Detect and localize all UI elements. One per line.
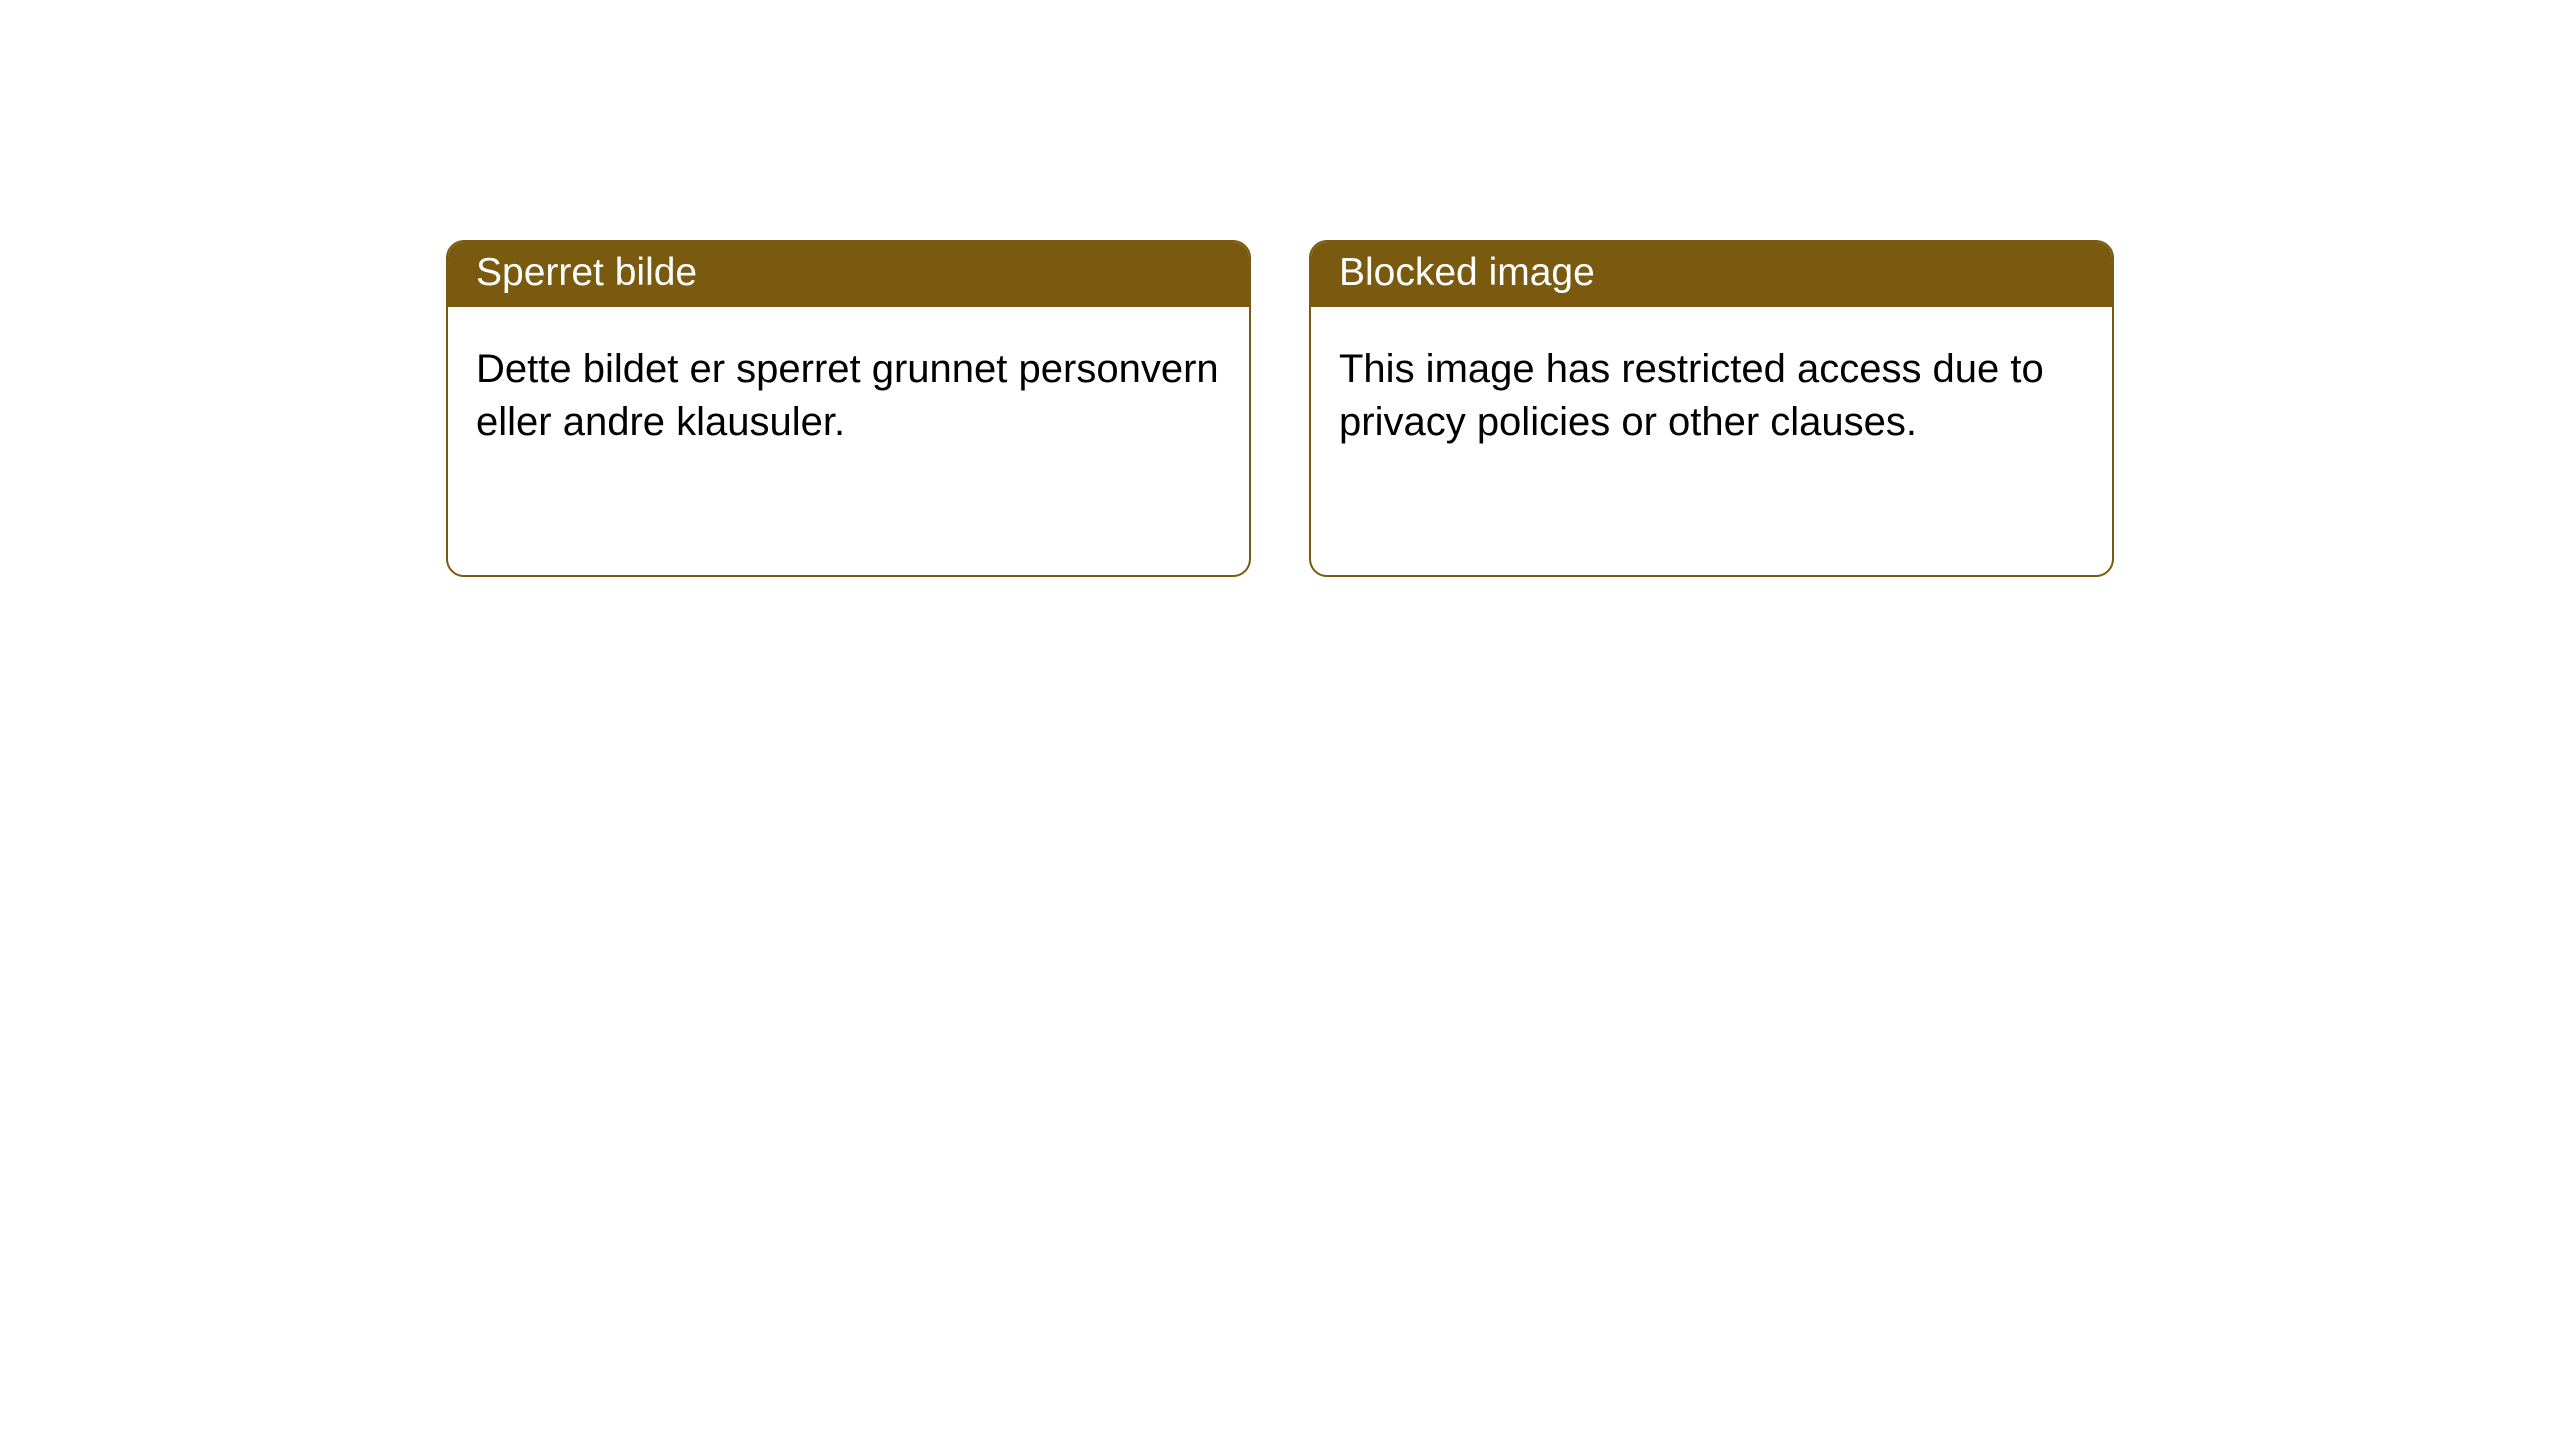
card-header-no: Sperret bilde [448, 242, 1249, 307]
blocked-image-card-no: Sperret bilde Dette bildet er sperret gr… [446, 240, 1251, 577]
card-title-no: Sperret bilde [476, 251, 697, 294]
notice-container: Sperret bilde Dette bildet er sperret gr… [446, 240, 2114, 577]
card-title-en: Blocked image [1339, 251, 1595, 294]
card-message-no: Dette bildet er sperret grunnet personve… [476, 347, 1219, 444]
blocked-image-card-en: Blocked image This image has restricted … [1309, 240, 2114, 577]
card-header-en: Blocked image [1311, 242, 2112, 307]
card-message-en: This image has restricted access due to … [1339, 347, 2044, 444]
card-body-en: This image has restricted access due to … [1311, 307, 2112, 477]
card-body-no: Dette bildet er sperret grunnet personve… [448, 307, 1249, 477]
